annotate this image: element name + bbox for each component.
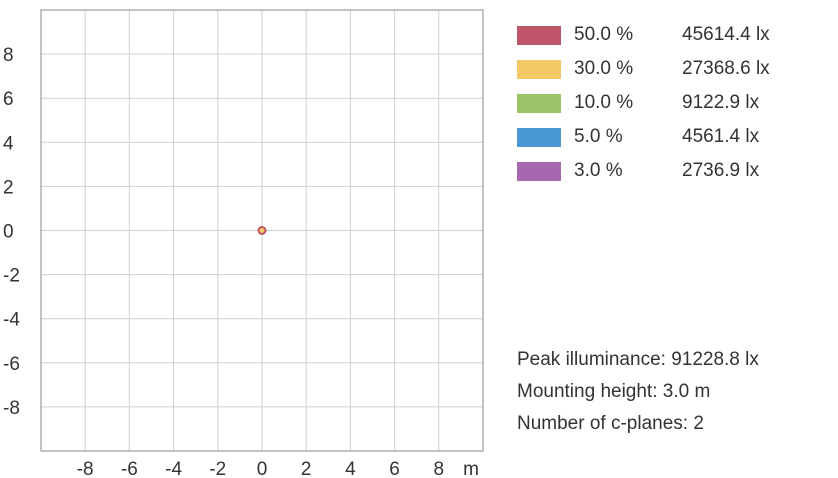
- y-tick-label: 8: [3, 45, 14, 66]
- legend-row: 5.0 % 4561.4 lx: [517, 120, 770, 154]
- legend-swatch: [517, 161, 561, 181]
- y-tick-label: -6: [3, 354, 20, 375]
- legend-percent: 50.0 %: [574, 24, 634, 45]
- x-tick-label: 2: [301, 459, 312, 478]
- legend-row: 10.0 % 9122.9 lx: [517, 86, 770, 120]
- info-block: Peak illuminance: 91228.8 lx Mounting he…: [517, 344, 759, 440]
- legend-value: 4561.4 lx: [682, 126, 760, 147]
- plot-frame: [40, 9, 484, 452]
- legend-swatch: [517, 127, 561, 147]
- legend-row: 30.0 % 27368.6 lx: [517, 52, 770, 86]
- x-tick-label: -2: [209, 459, 226, 478]
- y-tick-label: -2: [3, 266, 20, 287]
- y-tick-label: -8: [3, 398, 20, 419]
- legend-value: 9122.9 lx: [682, 92, 760, 113]
- x-axis-unit: m: [463, 459, 479, 478]
- x-axis-ticks: -8 -6 -4 -2 0 2 4 6 8: [77, 459, 444, 478]
- legend-value: 45614.4 lx: [682, 24, 770, 45]
- y-tick-label: -4: [3, 310, 20, 331]
- y-tick-label: 4: [3, 133, 14, 154]
- legend-row: 50.0 % 45614.4 lx: [517, 18, 770, 52]
- legend-percent: 30.0 %: [574, 58, 634, 79]
- legend-percent: 3.0 %: [574, 160, 623, 181]
- x-tick-label: 4: [345, 459, 356, 478]
- legend-value: 27368.6 lx: [682, 58, 770, 79]
- x-tick-label: -4: [165, 459, 182, 478]
- c-planes-count: Number of c-planes: 2: [517, 413, 704, 434]
- legend-swatch: [517, 59, 561, 79]
- plot-area: -8 -6 -4 -2 0 2 4 6 8 8 6 4 2 0 -2 -4 -6 -8 m: [3, 9, 484, 478]
- mounting-height: Mounting height: 3.0 m: [517, 381, 711, 402]
- legend-swatch: [517, 93, 561, 113]
- data-points: [257, 226, 267, 235]
- legend-row: 3.0 % 2736.9 lx: [517, 154, 770, 188]
- y-axis-ticks: 8 6 4 2 0 -2 -4 -6 -8: [3, 45, 20, 419]
- y-tick-label: 0: [3, 222, 14, 243]
- y-tick-label: 6: [3, 89, 14, 110]
- x-tick-label: -6: [121, 459, 138, 478]
- legend-swatch: [517, 25, 561, 45]
- data-point: [257, 226, 267, 235]
- y-tick-label: 2: [3, 177, 14, 198]
- legend-percent: 10.0 %: [574, 92, 634, 113]
- legend-percent: 5.0 %: [574, 126, 623, 147]
- legend-value: 2736.9 lx: [682, 160, 760, 181]
- x-tick-label: 8: [434, 459, 445, 478]
- legend: 50.0 % 45614.4 lx 30.0 % 27368.6 lx 10.0…: [517, 18, 770, 188]
- x-tick-label: -8: [77, 459, 94, 478]
- x-tick-label: 6: [389, 459, 400, 478]
- peak-illuminance: Peak illuminance: 91228.8 lx: [517, 349, 759, 370]
- x-tick-label: 0: [257, 459, 268, 478]
